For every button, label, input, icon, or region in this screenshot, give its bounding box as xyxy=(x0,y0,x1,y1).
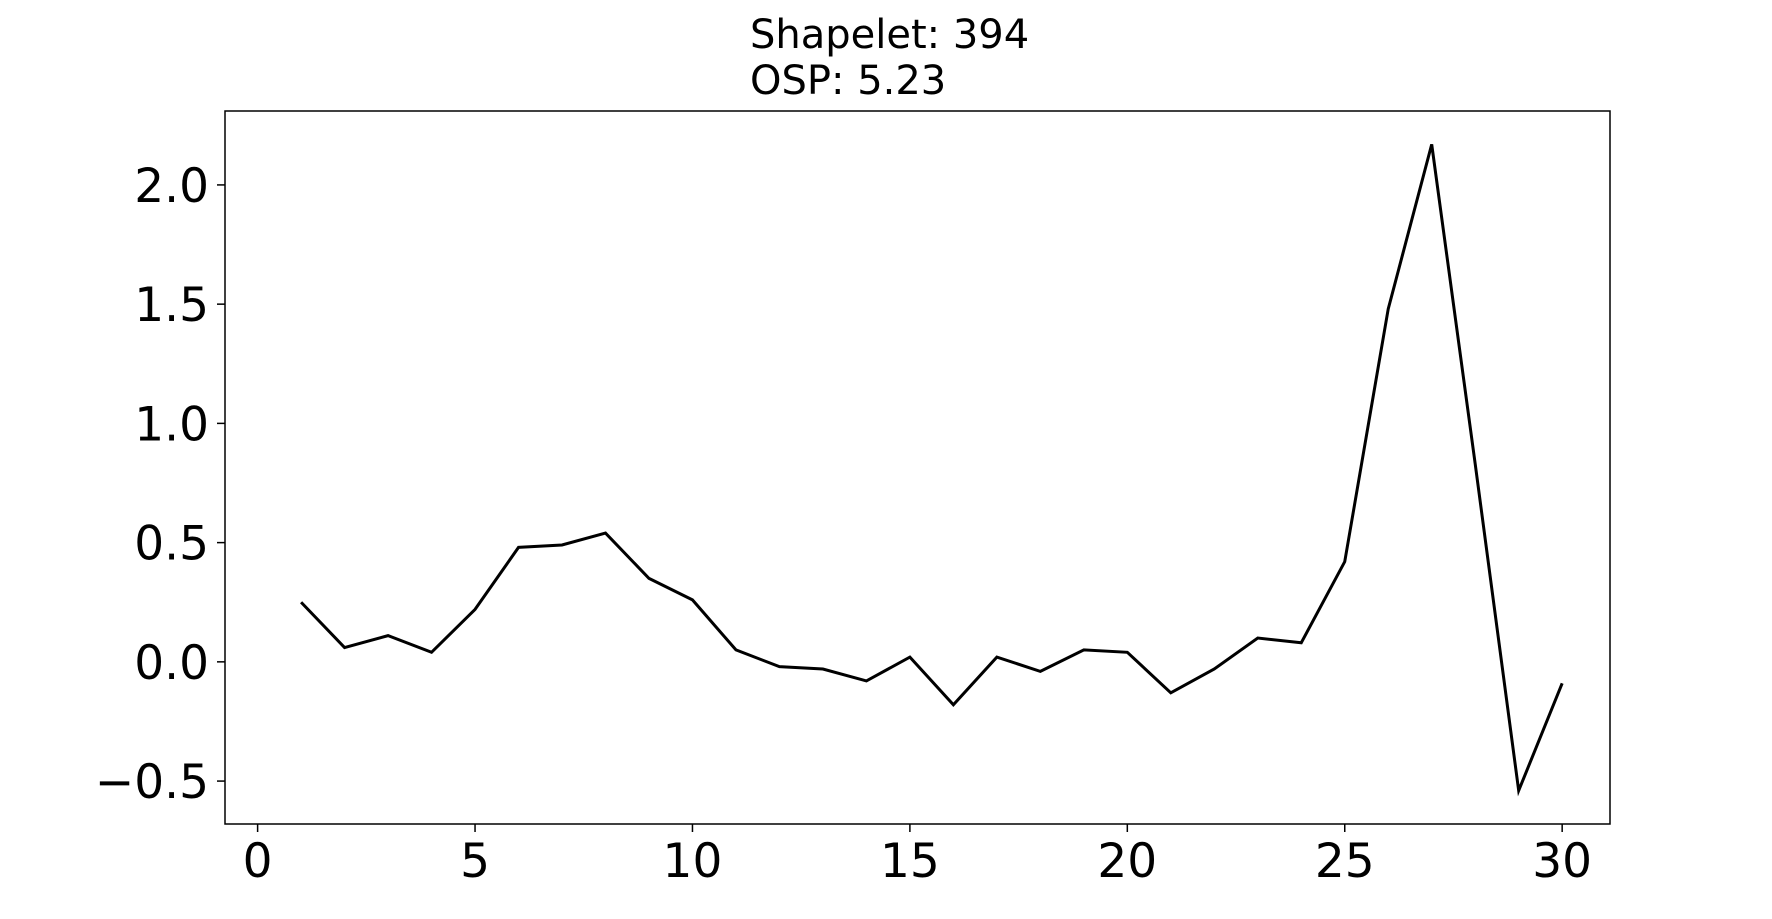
y-tick-label: 1.0 xyxy=(134,397,209,452)
y-tick-label: 1.5 xyxy=(134,278,209,333)
x-tick-label: 20 xyxy=(1097,834,1157,889)
plot-frame xyxy=(224,110,1611,825)
series-line xyxy=(300,143,1564,797)
x-tick-label: 30 xyxy=(1532,834,1592,889)
y-tick-label: 2.0 xyxy=(134,159,209,214)
series-layer xyxy=(300,143,1564,797)
x-tick-label: 0 xyxy=(243,834,273,889)
chart-title-line-2: OSP: 5.23 xyxy=(750,58,947,104)
x-tick-label: 15 xyxy=(880,834,940,889)
x-axis: 0 5 10 15 20 25 30 xyxy=(243,824,1592,889)
chart-title-line-1: Shapelet: 394 xyxy=(750,12,1030,58)
x-tick-label: 5 xyxy=(460,834,490,889)
y-axis: −0.5 0.0 0.5 1.0 1.5 2.0 xyxy=(95,159,225,810)
x-tick-label: 10 xyxy=(663,834,723,889)
y-tick-label: 0.0 xyxy=(134,636,209,691)
y-tick-label: −0.5 xyxy=(95,755,209,810)
y-tick-label: 0.5 xyxy=(134,517,209,572)
x-tick-label: 25 xyxy=(1315,834,1375,889)
